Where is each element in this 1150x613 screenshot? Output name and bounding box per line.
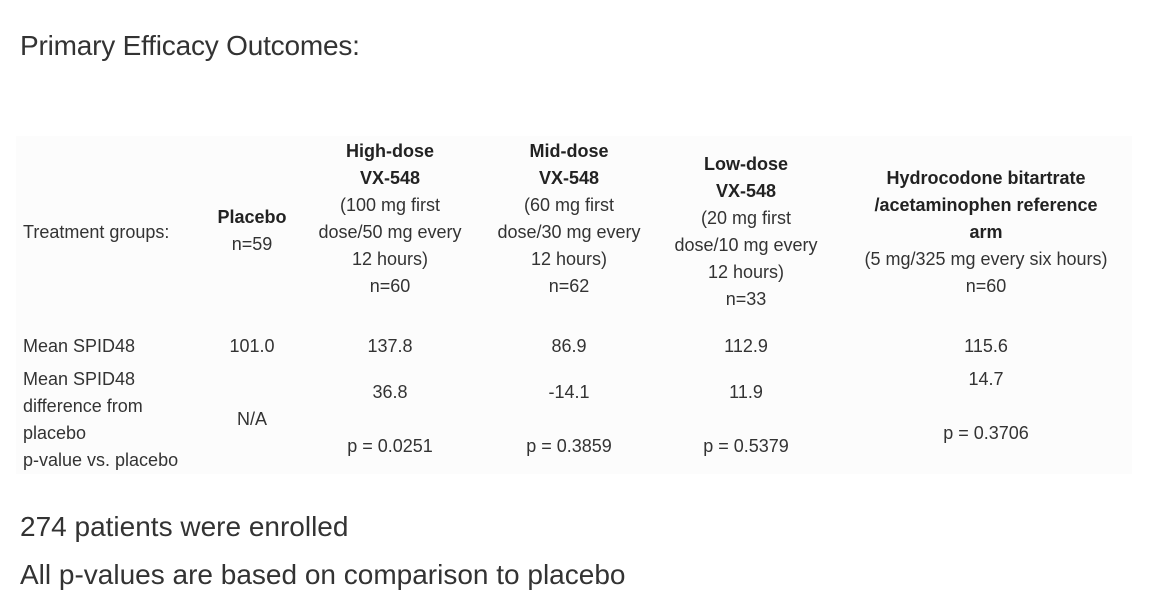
column-name: Placebo xyxy=(217,207,287,227)
efficacy-table: Treatment groups: Placebo n=59 High-dose… xyxy=(16,136,1132,474)
column-n: n=60 xyxy=(369,276,411,296)
mean-spid48-label: Mean SPID48 xyxy=(23,336,136,356)
column-header-hydrocodone: Hydrocodone bitartrate /acetaminophen re… xyxy=(846,165,1126,300)
column-name: VX-548 xyxy=(359,168,421,188)
column-detail: (20 mg first xyxy=(700,208,792,228)
page-title: Primary Efficacy Outcomes: xyxy=(20,30,360,61)
column-name: arm xyxy=(969,222,1003,242)
column-name: /acetaminophen reference xyxy=(874,195,1098,215)
column-detail: (100 mg first xyxy=(339,195,441,215)
column-header-low-dose: Low-dose VX-548 (20 mg first dose/10 mg … xyxy=(656,151,836,313)
p-value-mid-dose: p = 0.3859 xyxy=(526,436,612,456)
column-detail: (60 mg first xyxy=(523,195,615,215)
column-detail: dose/50 mg every xyxy=(318,222,462,242)
column-detail: (5 mg/325 mg every six hours) xyxy=(864,249,1108,269)
column-detail: dose/30 mg every xyxy=(497,222,641,242)
mean-value-low-dose: 112.9 xyxy=(724,336,768,356)
column-name: High-dose xyxy=(346,141,434,161)
p-value-hydrocodone: p = 0.3706 xyxy=(943,423,1029,443)
difference-value-placebo: N/A xyxy=(236,409,267,429)
column-name: VX-548 xyxy=(715,181,777,201)
difference-label-line: Mean SPID48 xyxy=(23,369,136,389)
column-detail: 12 hours) xyxy=(707,262,785,282)
column-name: Hydrocodone bitartrate xyxy=(886,168,1086,188)
difference-label-line: placebo xyxy=(23,423,87,443)
mean-value-placebo: 101.0 xyxy=(229,336,275,356)
mean-value-hydrocodone: 115.6 xyxy=(964,336,1008,356)
column-header-mid-dose: Mid-dose VX-548 (60 mg first dose/30 mg … xyxy=(479,138,659,300)
difference-label-line: p-value vs. placebo xyxy=(23,450,179,470)
column-name: Mid-dose xyxy=(529,141,609,161)
column-n: n=33 xyxy=(725,289,767,309)
difference-value-hydrocodone: 14.7 xyxy=(968,369,1004,389)
mean-value-mid-dose: 86.9 xyxy=(551,336,587,356)
column-detail: dose/10 mg every xyxy=(674,235,818,255)
column-header-high-dose: High-dose VX-548 (100 mg first dose/50 m… xyxy=(300,138,480,300)
enrollment-note: 274 patients were enrolled xyxy=(20,511,349,542)
column-name: Low-dose xyxy=(704,154,788,174)
mean-value-high-dose: 137.8 xyxy=(367,336,413,356)
column-n: n=60 xyxy=(965,276,1007,296)
difference-label-line: difference from xyxy=(23,396,143,416)
column-n: n=59 xyxy=(231,234,273,254)
difference-value-mid-dose: -14.1 xyxy=(548,382,590,402)
p-value-high-dose: p = 0.0251 xyxy=(347,436,433,456)
difference-value-low-dose: 11.9 xyxy=(729,382,763,402)
column-n: n=62 xyxy=(548,276,590,296)
column-header-placebo: Placebo n=59 xyxy=(202,204,302,258)
difference-label: Mean SPID48 difference from placebo p-va… xyxy=(23,366,178,474)
column-detail: 12 hours) xyxy=(530,249,608,269)
p-value-note: All p-values are based on comparison to … xyxy=(20,559,626,590)
p-value-low-dose: p = 0.5379 xyxy=(703,436,789,456)
difference-value-high-dose: 36.8 xyxy=(372,382,408,402)
treatment-groups-label: Treatment groups: xyxy=(23,222,170,242)
column-name: VX-548 xyxy=(538,168,600,188)
column-detail: 12 hours) xyxy=(351,249,429,269)
